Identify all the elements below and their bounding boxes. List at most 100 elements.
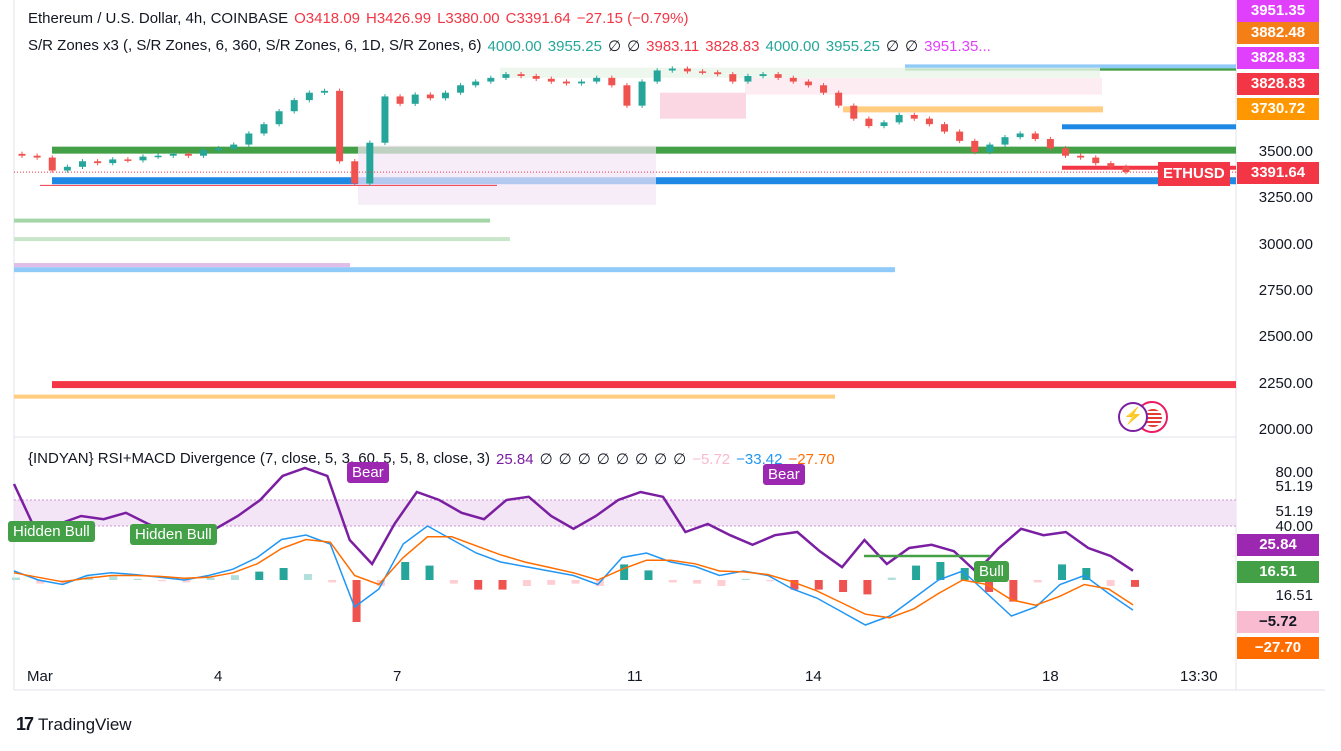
price-axis-label: 2000.00 [1258, 421, 1313, 438]
macd-histogram-bar [425, 565, 434, 580]
candle-body [1092, 157, 1100, 164]
candle-body [109, 159, 117, 164]
supply-box [500, 67, 1100, 78]
candle-body [547, 78, 555, 82]
macd-histogram-bar [887, 577, 896, 580]
us-flag-icon [1144, 409, 1162, 427]
tradingview-logo[interactable]: 17 TradingView [16, 714, 132, 735]
symbol-tag: ETHUSD [1158, 162, 1230, 186]
ohlc-low: L3380.00 [437, 10, 500, 27]
macd-histogram-bar [863, 580, 872, 595]
price-axis-label: 2750.00 [1258, 282, 1313, 299]
macd-histogram-bar [449, 580, 458, 584]
macd-histogram-bar [912, 565, 921, 580]
rsi-legend[interactable]: {INDYAN} RSI+MACD Divergence (7, close, … [28, 450, 847, 468]
price-badge: 3882.48 [1237, 22, 1319, 44]
rsi-value: ∅ [577, 451, 591, 468]
candle-body [1122, 166, 1130, 173]
candle-body [804, 81, 812, 86]
candle-body [441, 92, 449, 99]
oscillator-badge: −27.70 [1237, 637, 1319, 659]
sr-zone [14, 394, 835, 399]
candle-body [154, 155, 162, 158]
oscillator-axis-label: 51.19 [1275, 478, 1313, 495]
candle-body [426, 94, 434, 99]
macd-histogram-bar [571, 580, 580, 584]
macd-histogram-bar [1033, 580, 1042, 583]
price-badge: 3828.83 [1237, 73, 1319, 95]
candle-body [971, 140, 979, 152]
candle-body [714, 72, 722, 75]
candle-body [880, 122, 888, 127]
tradingview-mark-icon: 17 [16, 714, 34, 734]
macd-histogram-bar [668, 580, 677, 583]
candle-body [1062, 148, 1070, 156]
candle-body [199, 150, 207, 156]
macd-histogram-bar [352, 580, 361, 622]
candle-body [729, 74, 737, 82]
oscillator-badge: 25.84 [1237, 534, 1319, 556]
candle-body [215, 148, 223, 151]
candle-body [18, 153, 26, 156]
candle-body [941, 124, 949, 132]
candle-body [850, 105, 858, 119]
candle-body [653, 70, 661, 82]
symbol-legend: Ethereum / U.S. Dollar, 4h, COINBASE O34… [28, 10, 694, 27]
divergence-tag: Bear [347, 462, 389, 483]
macd-histogram-bar [960, 568, 969, 580]
sr-zone [1062, 124, 1236, 130]
candle-body [910, 114, 918, 119]
candle-body [63, 166, 71, 171]
time-axis-label: 13:30 [1180, 668, 1218, 685]
macd-histogram-bar [474, 580, 483, 590]
rsi-value: 25.84 [496, 451, 534, 468]
time-axis-label: 18 [1042, 668, 1059, 685]
rsi-value: ∅ [558, 451, 572, 468]
candle-body [290, 100, 298, 112]
candle-body [517, 74, 525, 77]
oscillator-badge: 16.51 [1237, 561, 1319, 583]
price-badge: 3951.35 [1237, 0, 1319, 22]
macd-histogram-bar [255, 571, 264, 580]
macd-histogram-bar [498, 580, 507, 590]
oscillator-axis-label: 80.00 [1275, 464, 1313, 481]
signal-line [13, 536, 1134, 619]
sr-value: 4000.00 [765, 38, 820, 55]
price-badge: 3391.64 [1237, 162, 1319, 184]
candle-body [1077, 155, 1085, 158]
candle-body [774, 74, 782, 78]
lightning-icon[interactable]: ⚡ [1118, 402, 1148, 432]
divergence-tag: Bear [763, 464, 805, 485]
candle-body [925, 118, 933, 125]
candle-body [184, 153, 192, 156]
sr-indicator-values: 4000.00 3955.25 ∅ ∅ 3983.11 3828.83 4000.00 395… [488, 37, 997, 55]
sr-value: 3828.83 [705, 38, 760, 55]
rsi-indicator-values: 25.84 ∅ ∅ ∅ ∅ ∅ ∅ ∅ ∅ −5.72 −33.42 −27.70 [496, 450, 841, 468]
macd-histogram-bar [741, 578, 750, 580]
candle-body [48, 157, 56, 171]
sr-legend[interactable]: S/R Zones x3 (, S/R Zones, 6, 360, S/R Z… [28, 37, 1003, 55]
oscillator-axis-label: 16.51 [1275, 587, 1313, 604]
ohlc-open: O3418.09 [294, 10, 360, 27]
time-axis-label: Mar [27, 668, 53, 685]
sr-zone [52, 381, 1236, 389]
symbol-title: Ethereum / U.S. Dollar, 4h, COINBASE [28, 10, 289, 27]
time-axis-label: 14 [805, 668, 822, 685]
candle-body [139, 156, 147, 161]
sr-zone [843, 106, 1103, 113]
sr-zone [14, 263, 350, 268]
candle-body [1001, 137, 1009, 145]
candle-body [381, 96, 389, 143]
rsi-indicator-name[interactable]: {INDYAN} RSI+MACD Divergence (7, close, … [28, 450, 491, 467]
candle-body [260, 124, 268, 134]
macd-histogram-bar [717, 580, 726, 586]
candle-body [472, 81, 480, 86]
candle-body [320, 90, 328, 93]
rsi-value: ∅ [634, 451, 649, 468]
sr-indicator-name[interactable]: S/R Zones x3 (, S/R Zones, 6, 360, S/R Z… [28, 37, 482, 54]
rsi-value: ∅ [673, 451, 687, 468]
candle-body [78, 161, 86, 167]
candle-body [124, 159, 132, 161]
